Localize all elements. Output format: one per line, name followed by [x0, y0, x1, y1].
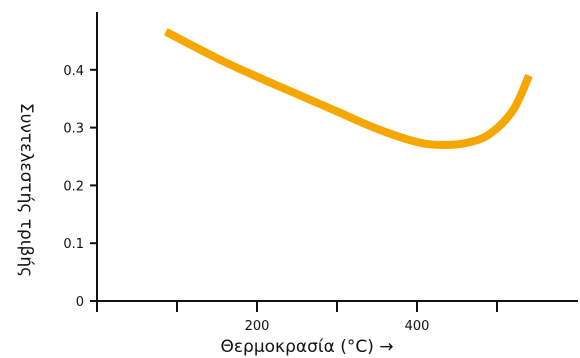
x-ticks: 200 400: [176, 301, 498, 334]
y-tick-label: 0.2: [63, 179, 84, 194]
x-tick-label: 200: [245, 319, 270, 334]
y-tick-label: 0.1: [63, 237, 84, 252]
y-axis-title: Συντελεστής τριβής: [16, 103, 36, 277]
series-line: [163, 28, 533, 149]
y-tick-label: 0: [76, 295, 84, 310]
x-axis: 200 400: [92, 300, 578, 334]
y-tick-label: 0.3: [63, 122, 84, 137]
x-tick-label: 400: [405, 319, 430, 334]
y-ticks: 0 0.1 0.2 0.3 0.4: [63, 64, 97, 310]
y-tick-label: 0.4: [63, 64, 84, 79]
x-axis-title: Θερμοκρασία (°C) →: [220, 337, 393, 357]
y-axis: 0 0.1 0.2 0.3 0.4: [63, 12, 98, 312]
plot-area: [163, 28, 533, 149]
